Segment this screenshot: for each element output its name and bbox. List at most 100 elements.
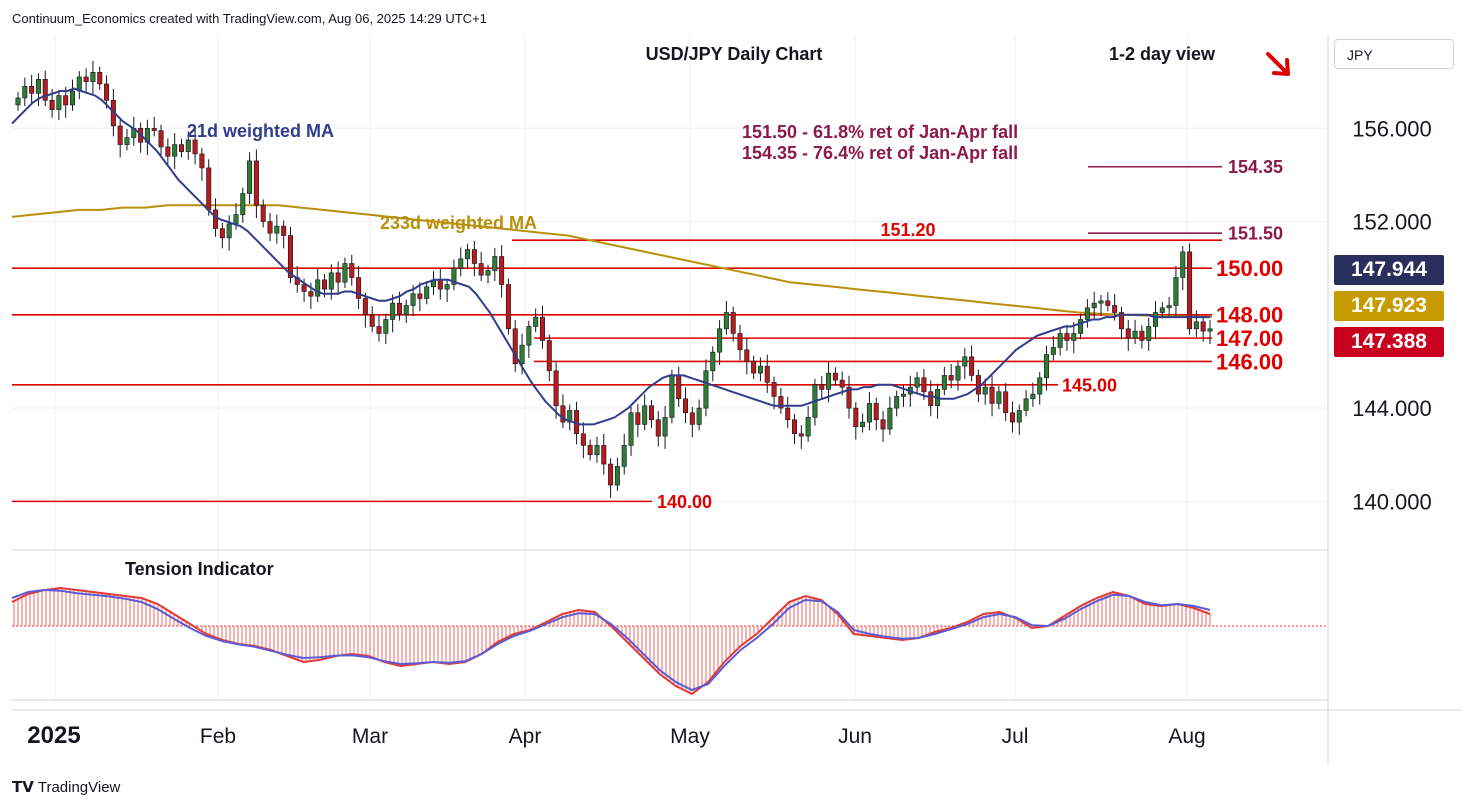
y-tick-2: 144.000 — [1352, 396, 1432, 421]
candle-body-102 — [710, 351, 716, 372]
candle-body-50 — [356, 277, 362, 299]
tension-signal-line — [11, 588, 1211, 692]
y-tick-0: 156.000 — [1352, 116, 1432, 141]
down-arrow-icon — [1266, 52, 1288, 74]
candle-body-175 — [1207, 328, 1213, 332]
candle-body-101 — [703, 370, 709, 409]
candle-body-118 — [819, 384, 825, 390]
candle-body-140 — [969, 356, 975, 376]
candle-body-58 — [410, 293, 416, 306]
candle-body-75 — [526, 326, 532, 346]
candle-body-162 — [1118, 312, 1124, 330]
candle-body-23 — [172, 144, 178, 157]
candle-body-107 — [744, 349, 750, 362]
candle-body-29 — [213, 209, 219, 229]
candle-body-122 — [846, 386, 852, 409]
tension-label: Tension Indicator — [125, 559, 274, 579]
candle-body-62 — [437, 279, 443, 290]
candle-body-83 — [580, 433, 586, 446]
candle-body-25 — [185, 139, 191, 152]
candle-body-16 — [124, 137, 130, 145]
candle-body-79 — [553, 370, 559, 407]
candle-body-49 — [349, 263, 355, 278]
candle-body-51 — [362, 298, 368, 316]
price-badge-1: 147.923 — [1334, 291, 1444, 321]
currency-selector[interactable]: JPY — [1334, 39, 1454, 69]
chart-title: USD/JPY Daily Chart — [646, 44, 823, 64]
candle-body-2 — [29, 86, 35, 94]
candle-body-139 — [962, 356, 968, 367]
candle-body-93 — [648, 405, 654, 421]
candle-body-163 — [1125, 328, 1131, 339]
candle-body-65 — [458, 258, 464, 269]
candle-body-4 — [42, 79, 48, 101]
candle-body-85 — [594, 445, 600, 456]
candle-body-103 — [717, 328, 723, 353]
candle-body-104 — [723, 312, 729, 330]
candle-body-3 — [35, 79, 41, 94]
candle-body-68 — [478, 263, 484, 276]
candle-body-109 — [757, 365, 763, 374]
candle-body-40 — [287, 235, 293, 278]
candle-body-57 — [403, 305, 409, 316]
candle-body-112 — [778, 396, 784, 409]
candle-body-155 — [1071, 333, 1077, 341]
candle-body-15 — [117, 125, 123, 145]
candle-body-45 — [322, 279, 328, 290]
ma21-label: 21d weighted MA — [187, 121, 334, 141]
candle-body-89 — [621, 445, 627, 467]
candle-body-126 — [873, 403, 879, 421]
candle-body-59 — [417, 293, 423, 299]
candle-body-69 — [485, 270, 491, 276]
candle-body-120 — [832, 372, 838, 381]
ma233-label: 233d weighted MA — [380, 213, 537, 233]
candle-body-46 — [328, 272, 334, 290]
x-tick-6: Jul — [1002, 725, 1029, 748]
candle-body-52 — [369, 314, 375, 327]
level-label-6: 146.00 — [1216, 349, 1283, 374]
price-badge-2: 147.388 — [1334, 327, 1444, 357]
candle-body-119 — [826, 372, 832, 390]
candle-body-166 — [1146, 326, 1152, 341]
candle-body-138 — [955, 365, 961, 381]
candle-body-22 — [165, 146, 171, 157]
candle-body-5 — [49, 99, 55, 110]
candle-body-121 — [839, 379, 845, 388]
level-label-7: 145.00 — [1062, 375, 1117, 395]
candle-body-71 — [499, 256, 505, 285]
fib-label-2: 154.35 - 76.4% ret of Jan-Apr fall — [742, 143, 1018, 163]
candle-body-10 — [83, 76, 89, 82]
candle-body-125 — [866, 403, 872, 423]
candle-body-21 — [158, 130, 164, 148]
tradingview-logo[interactable]: 𝗧𝗩 TradingView — [12, 778, 120, 796]
candle-body-110 — [764, 365, 770, 383]
candle-body-86 — [601, 445, 607, 465]
candle-body-132 — [914, 377, 920, 388]
candle-body-28 — [206, 167, 212, 211]
candle-body-136 — [941, 375, 947, 390]
candle-body-70 — [492, 256, 498, 271]
candle-body-8 — [69, 90, 75, 106]
level-label-3: 150.00 — [1216, 256, 1283, 281]
candle-body-153 — [1057, 333, 1063, 348]
candle-body-159 — [1098, 300, 1104, 304]
candle-body-152 — [1050, 347, 1056, 355]
x-tick-5: Jun — [838, 725, 872, 748]
candle-body-156 — [1078, 319, 1084, 334]
candle-body-92 — [642, 405, 648, 425]
candle-body-13 — [104, 83, 110, 101]
candle-body-6 — [56, 95, 62, 110]
candle-body-55 — [390, 302, 396, 320]
candle-body-38 — [274, 225, 280, 234]
candle-body-106 — [737, 333, 743, 351]
candle-body-30 — [219, 228, 225, 239]
axes: 156.000 152.000 144.000 140.000 2025 Feb Mar Ap… — [27, 116, 1431, 749]
candle-body-24 — [178, 144, 184, 152]
candle-body-67 — [471, 249, 477, 264]
candle-body-20 — [151, 127, 157, 131]
candle-body-12 — [97, 72, 103, 85]
annotations: USD/JPY Daily Chart 1-2 day view 21d weigh… — [125, 44, 1290, 579]
candle-body-143 — [989, 386, 995, 404]
candle-body-64 — [451, 267, 457, 285]
